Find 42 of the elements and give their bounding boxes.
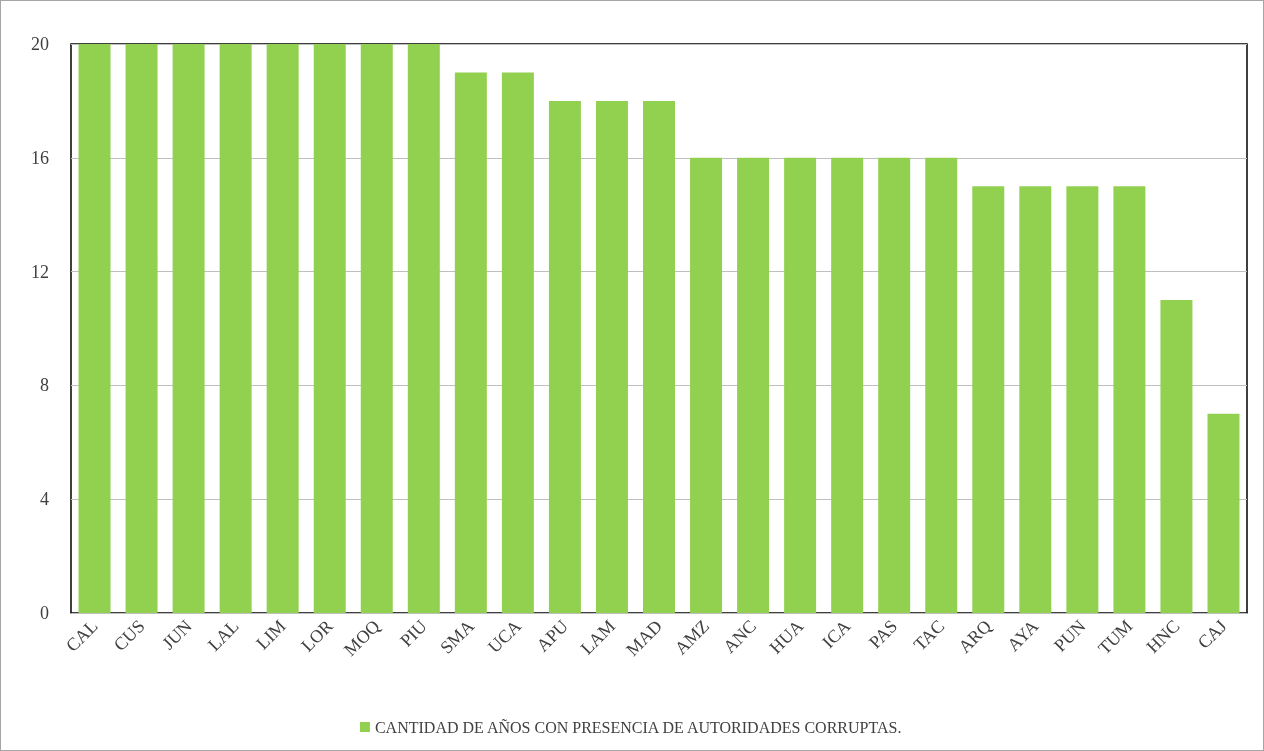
x-tick-label: AYA xyxy=(1003,615,1043,656)
y-tick-label: 16 xyxy=(31,147,49,168)
bar xyxy=(313,44,346,613)
bar xyxy=(172,44,205,613)
y-tick-label: 0 xyxy=(40,603,49,623)
bar xyxy=(1066,186,1099,613)
bar xyxy=(548,100,581,613)
bar xyxy=(878,157,911,613)
bar xyxy=(501,72,534,613)
x-tick-label: ICA xyxy=(818,615,855,652)
x-tick-label: CUS xyxy=(109,615,149,655)
x-tick-label: UCA xyxy=(483,615,525,657)
bar xyxy=(1207,413,1240,613)
legend-label: CANTIDAD DE AÑOS CON PRESENCIA DE AUTORIDADES CORRUPTAS. xyxy=(374,718,902,736)
y-tick-label: 12 xyxy=(31,261,49,282)
bar xyxy=(595,100,628,613)
bar xyxy=(1019,186,1052,613)
bar xyxy=(125,44,158,613)
bar xyxy=(219,44,252,613)
bar xyxy=(1113,186,1146,613)
bar xyxy=(407,44,440,613)
x-tick-label: TAC xyxy=(909,615,949,655)
x-tick-label: PIU xyxy=(396,615,431,651)
bar xyxy=(690,157,723,613)
bar xyxy=(643,100,675,613)
bar xyxy=(831,157,864,613)
x-tick-label: PAS xyxy=(864,615,902,653)
bar xyxy=(972,186,1005,613)
y-tick-label: 20 xyxy=(31,34,49,54)
bar xyxy=(1160,300,1193,613)
bar xyxy=(454,72,487,613)
bar xyxy=(78,44,111,613)
x-tick-label: CAJ xyxy=(1193,615,1231,653)
bar xyxy=(737,157,770,613)
y-tick-label: 8 xyxy=(40,375,49,396)
y-tick-label: 4 xyxy=(40,489,49,510)
bar xyxy=(925,157,958,613)
bar xyxy=(266,44,299,613)
x-tick-label: LAL xyxy=(203,615,243,655)
bar xyxy=(360,44,393,613)
x-tick-label: CAL xyxy=(62,615,102,656)
bar xyxy=(784,157,817,613)
